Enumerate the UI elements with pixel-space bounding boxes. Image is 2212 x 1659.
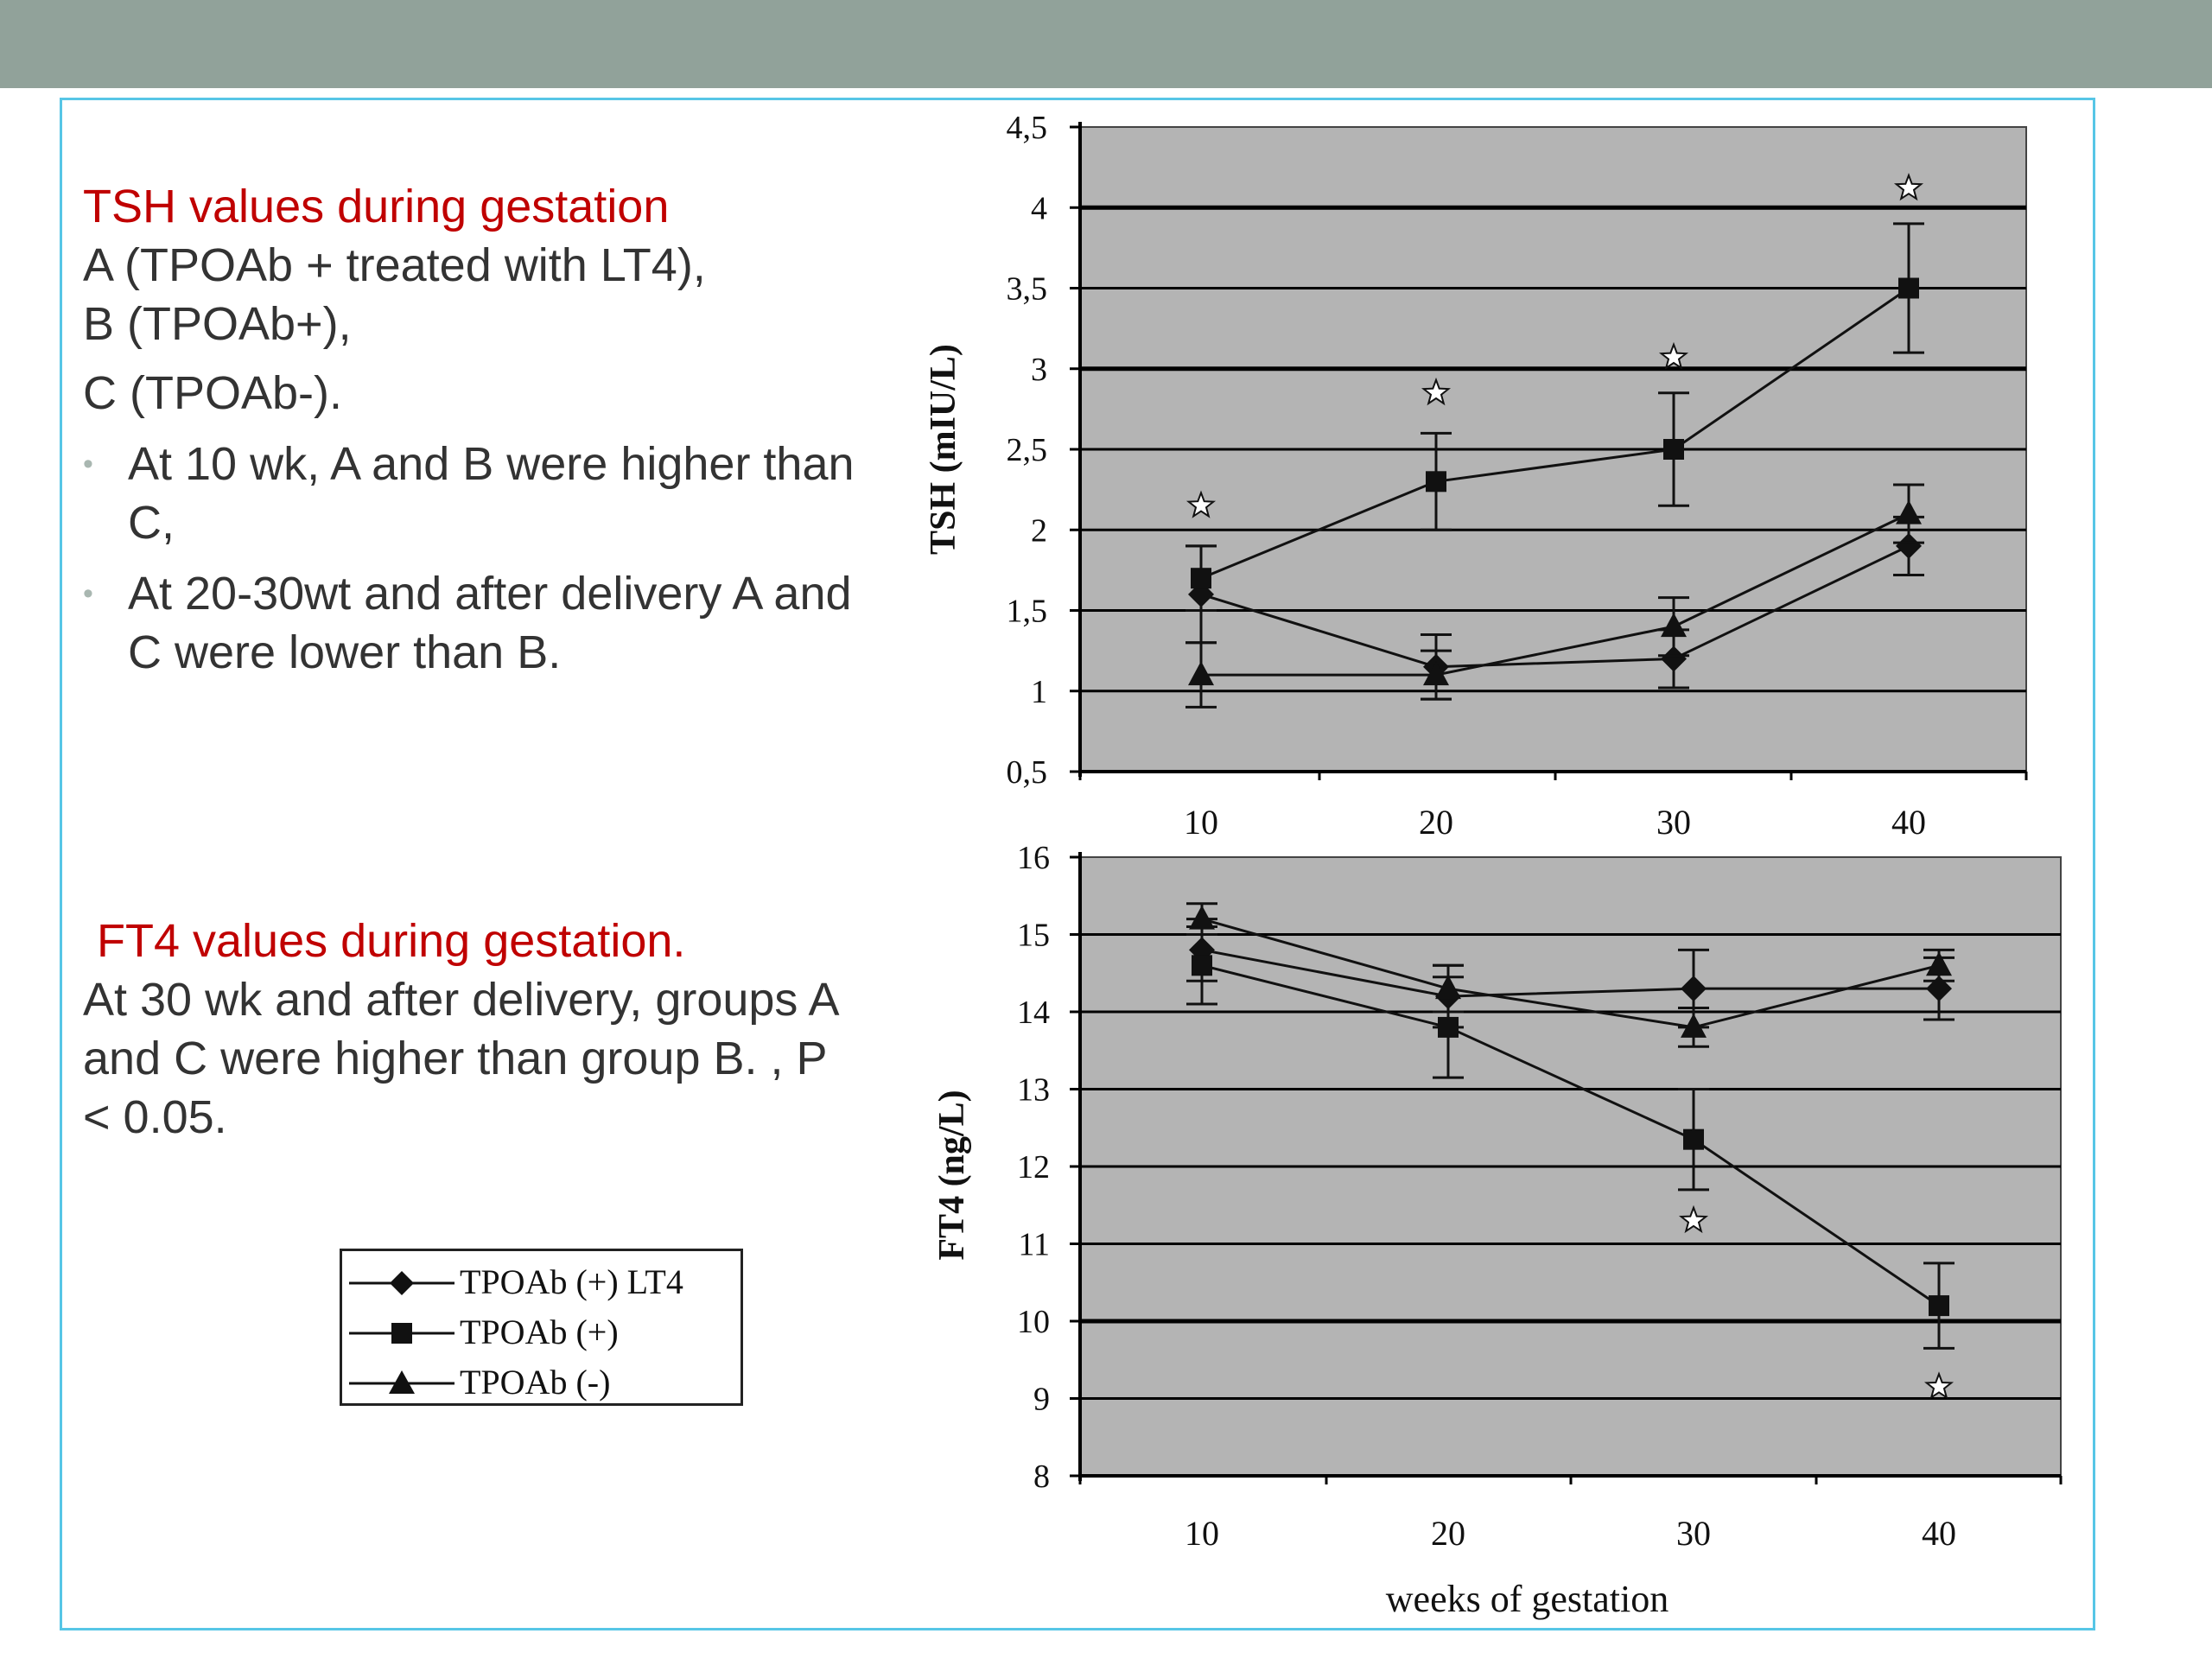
group-b-label: B (TPOAb+), <box>83 298 352 350</box>
data-point-square <box>1426 471 1446 493</box>
data-point-triangle <box>1189 905 1215 930</box>
significance-star-icon <box>1185 490 1217 518</box>
y-tick-label: 13 <box>1017 1072 1050 1109</box>
bullet-text: At 20-30wt and after delivery A and C we… <box>128 568 852 678</box>
x-tick-label: 10 <box>1184 803 1218 842</box>
y-axis-label: TSH (mIU/L) <box>924 344 963 555</box>
bullet-text: At 10 wk, A and B were higher than C, <box>128 438 855 549</box>
y-tick-label: 15 <box>1017 918 1050 954</box>
bullet-item: • At 10 wk, A and B were higher than C, <box>83 435 861 552</box>
data-point-triangle <box>1926 951 1952 976</box>
data-point-square <box>1438 1016 1459 1038</box>
y-tick-label: 10 <box>1017 1304 1050 1340</box>
diamond-marker-icon <box>349 1271 454 1295</box>
bullet-dot: • <box>83 577 93 610</box>
data-point-square <box>1663 439 1684 460</box>
legend-label: TPOAb (-) <box>460 1363 611 1402</box>
triangle-marker-icon <box>349 1370 454 1394</box>
title-bar <box>0 0 2212 88</box>
x-tick-label: 20 <box>1431 1514 1465 1553</box>
series-line <box>1200 544 1910 669</box>
data-point-square <box>1898 277 1919 299</box>
data-point-square <box>1929 1295 1949 1317</box>
y-tick-label: 14 <box>1017 995 1050 1031</box>
data-point-diamond <box>1681 976 1707 1002</box>
significance-star-icon <box>1893 173 1924 201</box>
series-line <box>1201 963 1940 1307</box>
legend-item-tpoab-pos: TPOAb (+) <box>349 1308 738 1358</box>
slide-frame <box>60 98 2095 1630</box>
bullet-dot: • <box>83 448 93 480</box>
y-tick-label: 9 <box>1033 1382 1050 1418</box>
y-axis-label: FT4 (ng/L) <box>932 1090 972 1260</box>
chart-legend: TPOAb (+) LT4 TPOAb (+) TPOAb (-) <box>340 1249 743 1406</box>
series-line <box>1201 918 1940 1029</box>
data-point-triangle <box>1661 613 1687 638</box>
data-point-square <box>1683 1128 1704 1150</box>
group-c-label: C (TPOAb-). <box>83 367 343 419</box>
y-tick-label: 11 <box>1018 1227 1050 1263</box>
series-line <box>1201 512 1910 677</box>
x-tick-label: 30 <box>1676 1514 1711 1553</box>
y-tick-label: 1,5 <box>1007 594 1048 630</box>
legend-item-tpoab-neg: TPOAb (-) <box>349 1358 738 1408</box>
data-point-triangle <box>1188 661 1214 686</box>
y-tick-label: 2,5 <box>1007 432 1048 468</box>
y-tick-label: 16 <box>1017 840 1050 876</box>
x-tick-label: 20 <box>1419 803 1453 842</box>
bullet-item: • At 20-30wt and after delivery A and C … <box>83 564 861 682</box>
y-tick-label: 3,5 <box>1007 271 1048 308</box>
data-point-triangle <box>1435 975 1461 1000</box>
x-tick-label: 40 <box>1922 1514 1956 1553</box>
group-a-label: A (TPOAb + treated with LT4), <box>83 239 706 291</box>
legend-label: TPOAb (+) <box>460 1313 619 1351</box>
y-tick-label: 1 <box>1031 674 1047 710</box>
y-tick-label: 2 <box>1031 512 1047 549</box>
x-tick-label: 40 <box>1891 803 1926 842</box>
y-tick-label: 12 <box>1017 1149 1050 1185</box>
data-point-diamond <box>1661 645 1687 672</box>
significance-star-icon <box>1421 377 1452 406</box>
square-marker-icon <box>349 1323 454 1344</box>
y-tick-label: 0,5 <box>1007 754 1048 791</box>
data-point-square <box>1191 568 1211 589</box>
y-tick-label: 3 <box>1031 352 1047 388</box>
series-line <box>1201 948 1939 998</box>
series-line <box>1200 287 1910 580</box>
tsh-description: TSH values during gestation A (TPOAb + t… <box>83 177 861 682</box>
ft4-heading: FT4 values during gestation. <box>97 915 686 967</box>
data-point-diamond <box>1896 532 1922 559</box>
ft4-text: At 30 wk and after delivery, groups A an… <box>83 974 837 1143</box>
x-axis-label: weeks of gestation <box>1386 1578 1669 1620</box>
legend-label: TPOAb (+) LT4 <box>460 1262 683 1301</box>
y-tick-label: 8 <box>1033 1459 1050 1495</box>
data-point-triangle <box>1896 499 1922 524</box>
y-tick-label: 4,5 <box>1007 110 1048 146</box>
x-tick-label: 10 <box>1185 1514 1219 1553</box>
legend-item-lt4: TPOAb (+) LT4 <box>349 1258 738 1308</box>
x-tick-label: 30 <box>1656 803 1691 842</box>
data-point-square <box>1192 955 1212 976</box>
data-point-triangle <box>1681 1013 1707 1038</box>
significance-star-icon <box>1923 1371 1955 1400</box>
y-tick-label: 4 <box>1031 190 1047 226</box>
ft4-description: FT4 values during gestation. At 30 wk an… <box>83 912 861 1147</box>
significance-star-icon <box>1658 341 1689 371</box>
tsh-heading: TSH values during gestation <box>83 181 670 232</box>
data-point-triangle <box>1423 661 1449 686</box>
significance-star-icon <box>1678 1205 1709 1234</box>
